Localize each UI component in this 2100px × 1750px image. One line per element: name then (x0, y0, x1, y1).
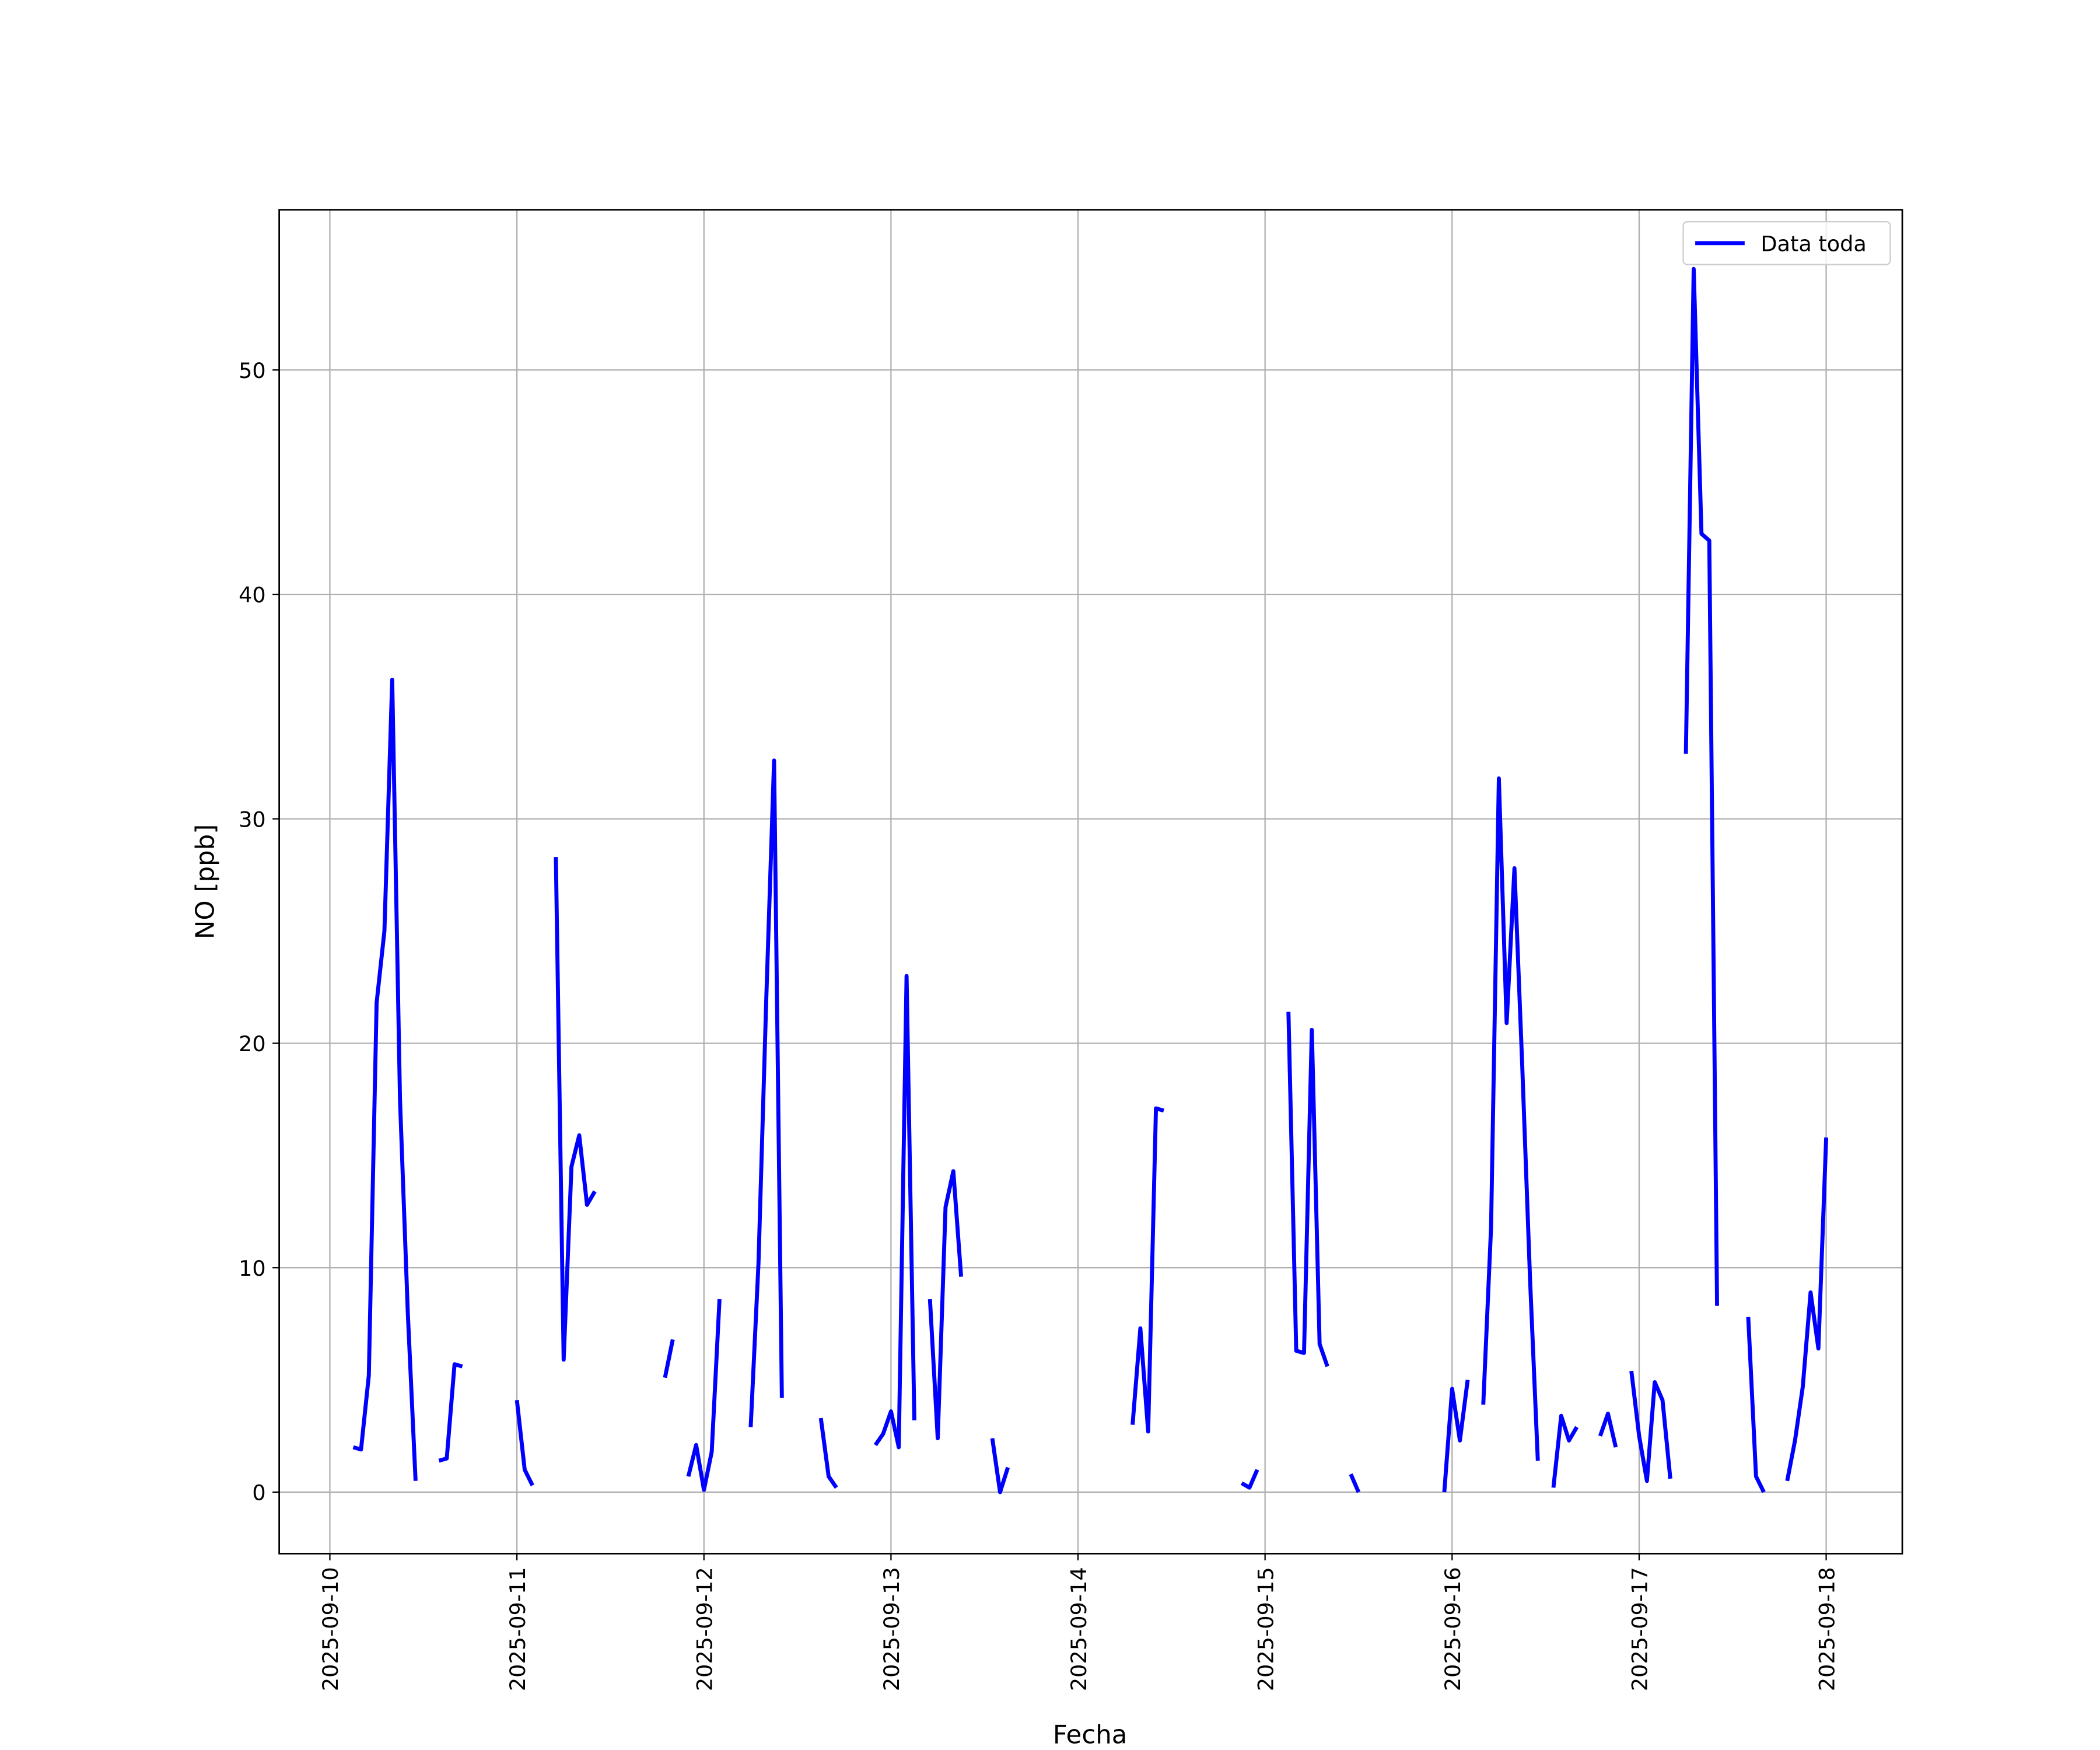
x-tick-label: 2025-09-18 (1814, 1567, 1839, 1691)
plot-lines (352, 267, 1829, 1494)
y-tick-label: 40 (239, 583, 266, 608)
x-tick-label: 2025-09-10 (318, 1567, 343, 1691)
legend-box (1682, 221, 1891, 265)
y-tick-label: 50 (239, 358, 266, 383)
x-tick-label: 2025-09-14 (1066, 1567, 1091, 1691)
data-line (352, 267, 1829, 1494)
y-axis-label: NO [ppb] (191, 824, 220, 939)
x-tick-label: 2025-09-13 (879, 1567, 904, 1691)
x-tick-label: 2025-09-16 (1440, 1567, 1465, 1691)
x-tick-label: 2025-09-17 (1628, 1567, 1653, 1691)
grid (279, 209, 1903, 1554)
x-tick-label: 2025-09-11 (505, 1567, 530, 1691)
x-axis-label: Fecha (1053, 1721, 1128, 1750)
y-tick-label: 30 (239, 807, 266, 832)
plot-frame (278, 209, 1903, 1555)
legend: Data toda (1682, 221, 1891, 265)
legend-label: Data toda (1760, 232, 1867, 257)
y-tick-label: 10 (239, 1256, 266, 1281)
y-tick-label: 0 (252, 1480, 265, 1506)
y-tick-label: 20 (239, 1031, 266, 1056)
axes: 0 10 20 30 40 50 2025-09-10 2025-09-11 2025-09-1… (239, 358, 1839, 1691)
x-tick-label: 2025-09-12 (692, 1567, 717, 1691)
x-tick-label: 2025-09-15 (1253, 1567, 1278, 1691)
